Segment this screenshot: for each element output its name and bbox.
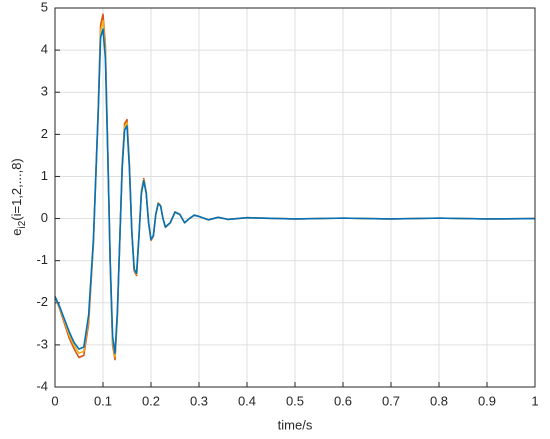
y-tick-label: -4 xyxy=(36,378,48,393)
y-label-base: e xyxy=(9,229,24,236)
x-tick-label: 0.1 xyxy=(94,393,112,408)
y-tick-label: -3 xyxy=(36,336,48,351)
x-tick-label: 0.2 xyxy=(142,393,160,408)
x-tick-label: 0 xyxy=(51,393,58,408)
x-tick-label: 0.6 xyxy=(334,393,352,408)
y-tick-label: -1 xyxy=(36,252,48,267)
x-tick-label: 0.5 xyxy=(286,393,304,408)
y-tick-label: -2 xyxy=(36,294,48,309)
x-tick-label: 0.9 xyxy=(478,393,496,408)
y-tick-label: 0 xyxy=(41,210,48,225)
y-tick-label: 4 xyxy=(41,42,48,57)
series-line xyxy=(54,28,536,355)
x-tick-label: 1 xyxy=(531,393,538,408)
y-tick-label: 3 xyxy=(41,84,48,99)
y-tick-label: 2 xyxy=(41,126,48,141)
x-tick-label: 0.4 xyxy=(238,393,256,408)
y-tick-label: 5 xyxy=(41,0,48,14)
y-label-sub: i2 xyxy=(17,220,28,228)
x-tick-label: 0.7 xyxy=(382,393,400,408)
x-tick-label: 0.8 xyxy=(430,393,448,408)
y-label-rest: (i=1,2,...,8) xyxy=(9,158,24,221)
y-axis-label: ei2(i=1,2,...,8) xyxy=(9,158,27,236)
x-tick-label: 0.3 xyxy=(190,393,208,408)
y-tick-label: 1 xyxy=(41,168,48,183)
x-axis-label: time/s xyxy=(278,417,313,432)
plot-frame xyxy=(54,7,536,388)
